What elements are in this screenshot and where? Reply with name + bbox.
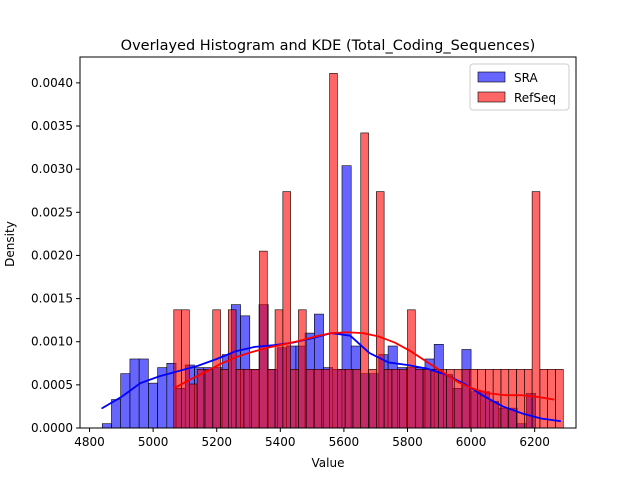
bar-refseq: [282, 191, 291, 429]
y-tick-label: 0.0000: [31, 421, 73, 435]
x-axis-label: Value: [312, 456, 345, 470]
legend-swatch-sra: [477, 71, 506, 83]
bar-refseq: [531, 191, 541, 429]
bar-sra: [101, 423, 112, 429]
bar-refseq: [461, 369, 471, 429]
bar-refseq: [492, 369, 502, 429]
y-tick-label: 0.0015: [31, 292, 73, 306]
bar-refseq: [212, 309, 221, 429]
bar-sra: [129, 358, 140, 429]
legend-label-refseq: RefSeq: [514, 91, 556, 105]
bar-refseq: [243, 369, 252, 429]
bar-refseq: [391, 369, 401, 429]
bar-refseq: [298, 309, 307, 429]
y-tick-label: 0.0035: [31, 119, 73, 133]
axes-frame: [79, 56, 577, 429]
x-tick-label: 5000: [138, 435, 169, 449]
y-tick-label: 0.0025: [31, 205, 73, 219]
legend: SRA RefSeq: [469, 63, 570, 111]
x-tick-label: 6200: [519, 435, 550, 449]
x-tick-label: 6000: [456, 435, 487, 449]
chart-title: Overlayed Histogram and KDE (Total_Codin…: [121, 38, 536, 54]
bar-refseq: [477, 369, 486, 429]
x-tick-label: 5200: [201, 435, 232, 449]
bar-refseq: [352, 369, 362, 429]
bar-refseq: [173, 309, 182, 429]
bar-refseq: [337, 369, 346, 429]
x-tick-label: 5600: [329, 435, 360, 449]
y-tick-label: 0.0010: [31, 335, 73, 349]
bar-refseq: [383, 369, 393, 429]
y-axis-label: Density: [3, 221, 17, 267]
bar-refseq: [407, 309, 416, 429]
bar-refseq: [414, 369, 424, 429]
bar-refseq: [500, 369, 510, 429]
bar-refseq: [266, 369, 276, 429]
bar-refseq: [189, 383, 198, 429]
y-tick-label: 0.0020: [31, 248, 73, 262]
bar-refseq: [251, 369, 260, 429]
legend-label-sra: SRA: [514, 71, 538, 85]
bar-refseq: [360, 132, 369, 429]
bar-refseq: [453, 369, 463, 429]
bar-sra: [111, 399, 122, 429]
y-tick-label: 0.0040: [31, 76, 73, 90]
bar-refseq: [259, 250, 268, 429]
bar-refseq: [376, 191, 385, 429]
bar-refseq: [368, 369, 377, 429]
bar-refseq: [422, 369, 432, 429]
legend-swatch-refseq: [477, 91, 506, 103]
plot-area: [79, 56, 577, 429]
bar-refseq: [235, 369, 245, 429]
bar-refseq: [290, 369, 299, 429]
bar-refseq: [555, 369, 564, 429]
y-axis: 0.0000 0.0005 0.0010 0.0015 0.0020 0.0025 0.00…: [31, 76, 80, 435]
bar-refseq: [220, 369, 229, 429]
bar-refseq: [399, 369, 408, 429]
bar-refseq: [524, 369, 533, 429]
bar-sra: [148, 382, 158, 429]
bar-refseq: [321, 369, 330, 429]
bar-sra: [138, 358, 149, 429]
bar-refseq: [305, 369, 315, 429]
bar-refseq: [516, 369, 525, 429]
bar-refseq: [344, 369, 354, 429]
bar-refseq: [313, 369, 323, 429]
x-tick-label: 5400: [265, 435, 296, 449]
bar-refseq: [430, 369, 439, 429]
bar-refseq: [329, 73, 338, 429]
bar-sra: [120, 373, 131, 429]
y-tick-label: 0.0030: [31, 162, 73, 176]
kde-line-refseq: [172, 331, 555, 401]
bar-refseq: [274, 309, 284, 429]
bar-refseq: [228, 309, 237, 429]
bar-refseq: [196, 369, 206, 429]
y-tick-label: 0.0005: [31, 378, 73, 392]
x-tick-label: 4800: [74, 435, 105, 449]
bar-refseq: [438, 369, 447, 429]
x-tick-label: 5800: [392, 435, 423, 449]
bar-refseq: [204, 369, 214, 429]
x-axis: 4800 5000 5200 5400 5600 5800 6000 6200: [74, 428, 550, 449]
bar-refseq: [508, 369, 517, 429]
bar-refseq: [469, 369, 478, 429]
